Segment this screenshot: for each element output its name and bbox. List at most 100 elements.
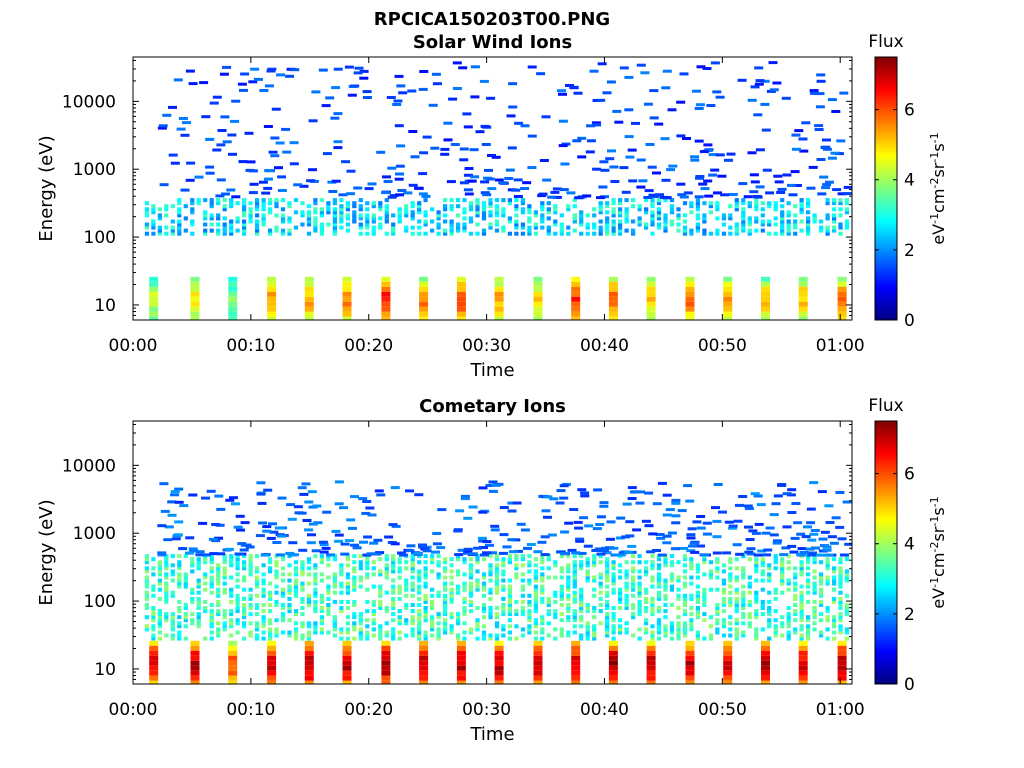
band-cell [209, 618, 214, 623]
band-cell [468, 584, 474, 589]
band-cell [682, 593, 688, 598]
band-cell [715, 216, 720, 221]
band-cell [417, 219, 422, 224]
band-cell [624, 219, 629, 224]
band-cell [339, 606, 344, 610]
band-cell [624, 587, 629, 592]
band-cell [650, 636, 655, 641]
band-cell [767, 590, 772, 595]
band-cell [352, 219, 357, 224]
band-cell [216, 228, 221, 233]
count-cell [794, 129, 804, 133]
band-cell [656, 210, 662, 215]
burst-cell [419, 281, 429, 287]
band-cell [702, 636, 707, 641]
band-cell [436, 630, 441, 635]
band-cell [747, 228, 752, 233]
band-cell [728, 560, 733, 565]
count-cell [757, 549, 767, 553]
band-cell [825, 575, 830, 580]
band-cell [423, 575, 428, 580]
count-cell [386, 96, 396, 99]
band-cell [682, 627, 688, 632]
band-cell [728, 633, 733, 638]
band-cell [754, 201, 759, 206]
band-cell [300, 201, 305, 206]
band-cell [306, 566, 312, 571]
band-cell [345, 575, 350, 580]
band-cell [151, 231, 156, 236]
band-cell [280, 593, 286, 598]
count-cell [157, 551, 167, 555]
band-cell [715, 627, 720, 632]
band-cell [488, 554, 493, 559]
band-cell [741, 606, 746, 610]
band-cell [332, 615, 337, 620]
band-cell [300, 560, 305, 565]
band-cell [825, 618, 830, 623]
band-cell [216, 575, 221, 580]
band-cell [255, 627, 260, 632]
band-cell [170, 627, 175, 632]
band-cell [229, 599, 234, 604]
band-cell [825, 566, 830, 571]
band-cell [786, 222, 791, 227]
burst-cell [190, 660, 200, 666]
band-cell [611, 606, 616, 610]
count-cell [715, 153, 725, 157]
band-cell [371, 584, 376, 589]
band-cell [345, 216, 350, 221]
band-cell [501, 572, 506, 577]
band-cell [605, 621, 610, 626]
band-cell [527, 207, 532, 212]
count-cell [246, 160, 256, 164]
band-cell [559, 569, 564, 574]
band-cell [825, 578, 830, 583]
burst-cell [342, 301, 352, 307]
count-cell [543, 515, 552, 519]
band-cell [592, 557, 597, 562]
band-cell [293, 225, 299, 230]
band-cell [734, 222, 739, 227]
count-cell [482, 551, 491, 555]
band-cell [747, 231, 752, 236]
band-cell [430, 603, 435, 607]
count-cell [290, 68, 300, 72]
band-cell [780, 228, 785, 233]
count-cell [565, 84, 574, 87]
band-cell [306, 210, 312, 215]
burst-cell [228, 650, 238, 656]
band-cell [313, 554, 318, 559]
band-cell [371, 231, 376, 236]
band-cell [443, 584, 448, 589]
count-cell [209, 552, 219, 556]
count-cell [382, 175, 391, 179]
burst-cell [342, 286, 352, 292]
burst-cell [304, 675, 314, 681]
band-cell [682, 624, 688, 629]
band-cell [618, 596, 623, 601]
band-cell [170, 572, 175, 577]
count-cell [209, 101, 219, 105]
band-cell [430, 557, 435, 562]
band-cell [819, 560, 824, 565]
band-cell [481, 615, 487, 620]
band-cell [365, 231, 370, 236]
band-cell [806, 578, 811, 583]
burst-cell [837, 675, 847, 681]
count-cell [308, 119, 318, 123]
band-cell [196, 557, 201, 562]
band-cell [462, 557, 467, 562]
band-cell [592, 207, 597, 212]
band-cell [248, 633, 253, 638]
count-cell [726, 152, 736, 156]
band-cell [345, 228, 350, 233]
band-cell [384, 219, 389, 224]
band-cell [475, 624, 480, 629]
count-cell [649, 116, 659, 120]
band-cell [177, 581, 182, 586]
count-cell [485, 484, 495, 487]
count-cell [199, 81, 209, 85]
band-cell [449, 204, 454, 209]
band-cell [566, 569, 571, 574]
